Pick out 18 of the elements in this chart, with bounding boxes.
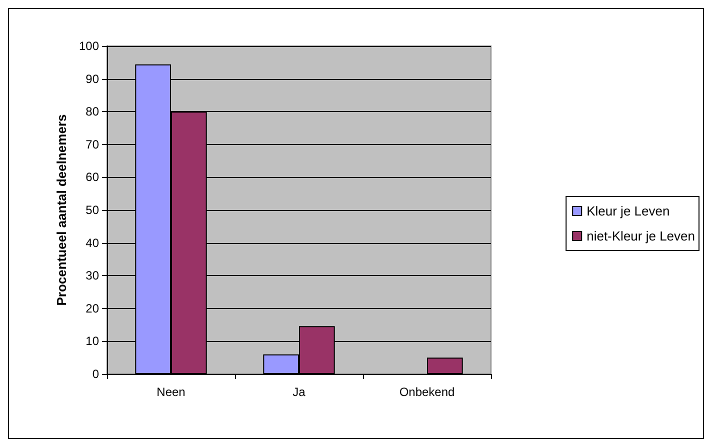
y-tick-label: 60 xyxy=(86,170,100,184)
y-tick-label: 30 xyxy=(86,268,100,283)
y-tick-label: 90 xyxy=(86,72,100,86)
y-tick-label: 70 xyxy=(86,137,100,152)
y-tick-label: 100 xyxy=(78,39,100,53)
legend-label: niet-Kleur je Leven xyxy=(586,228,696,244)
y-tick-label: 80 xyxy=(86,104,100,119)
x-tick-label: Onbekend xyxy=(399,385,455,399)
y-axis-title: Procentueel aantal deelnemers xyxy=(54,114,70,306)
y-tick-label: 0 xyxy=(92,367,100,381)
y-tick-label: 10 xyxy=(86,334,100,348)
y-tick-label: 40 xyxy=(86,236,100,250)
y-tick-label: 20 xyxy=(86,301,100,316)
x-tick-label: Ja xyxy=(292,385,306,399)
bar xyxy=(427,358,463,374)
y-tick-label: 50 xyxy=(86,203,100,217)
x-tick-label: Neen xyxy=(156,385,186,399)
legend-label: Kleur je Leven xyxy=(586,204,670,218)
